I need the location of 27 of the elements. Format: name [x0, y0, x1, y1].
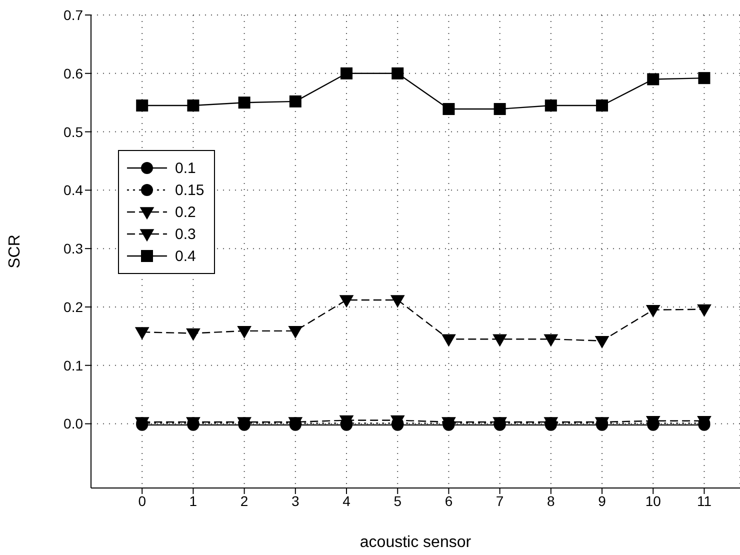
- x-tick-label: 11: [696, 492, 712, 509]
- y-tick-label: 0.6: [64, 65, 84, 82]
- x-tick-label: 4: [342, 492, 351, 509]
- y-tick-label: 0.3: [64, 240, 84, 257]
- x-axis-title: acoustic sensor: [360, 534, 472, 551]
- legend-label: 0.15: [175, 182, 204, 198]
- x-tick-label: 1: [189, 492, 198, 509]
- x-tick-label: 8: [547, 492, 556, 509]
- x-tick-label: 10: [645, 492, 662, 509]
- y-tick-label: 0.0: [64, 416, 84, 432]
- legend-label: 0.2: [175, 204, 196, 220]
- y-axis-title: SCR: [6, 234, 24, 268]
- x-tick-label: 0: [138, 492, 146, 509]
- x-tick-label: 2: [240, 492, 248, 509]
- legend-label: 0.4: [175, 248, 196, 264]
- x-tick-label: 6: [444, 492, 453, 509]
- x-tick-label: 3: [292, 492, 300, 509]
- x-tick-label: 5: [394, 492, 402, 509]
- legend-label: 0.1: [175, 160, 196, 176]
- y-tick-label: 0.4: [64, 182, 84, 198]
- x-tick-label: 9: [598, 492, 606, 509]
- y-tick-label: 0.7: [64, 6, 84, 23]
- y-tick-label: 0.2: [64, 298, 84, 315]
- y-tick-label: 0.5: [64, 124, 84, 140]
- x-tick-label: 7: [496, 492, 504, 509]
- y-tick-label: 0.1: [64, 357, 84, 374]
- legend-label: 0.3: [175, 226, 196, 242]
